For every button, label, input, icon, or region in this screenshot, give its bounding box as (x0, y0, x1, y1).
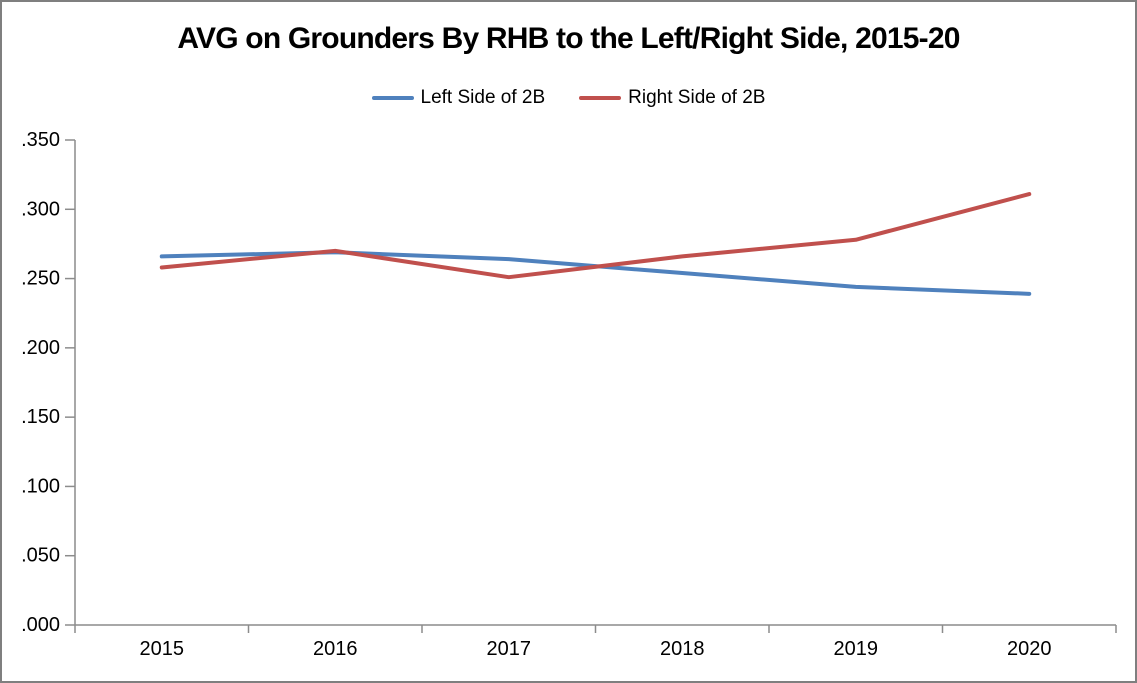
series-line-right-side-of-2b (159, 192, 1032, 280)
x-axis-tick-label: 2019 (834, 638, 879, 660)
legend-label: Right Side of 2B (628, 87, 766, 108)
x-axis-tick-label: 2016 (313, 638, 358, 660)
y-axis-tick-label: .300 (21, 198, 60, 220)
y-axis-tick-label: .350 (21, 129, 60, 151)
chart-title: AVG on Grounders By RHB to the Left/Righ… (177, 22, 960, 55)
x-axis-tick-label: 2017 (487, 638, 532, 660)
y-axis-tick-label: .200 (21, 337, 60, 359)
series-line-left-side-of-2b (159, 250, 1032, 296)
y-axis-tick-label: .250 (21, 268, 60, 290)
y-axis-tick-label: .050 (21, 545, 60, 567)
y-axis-tick-label: .100 (21, 475, 60, 497)
legend-line-swatch-icon (371, 96, 414, 100)
x-axis-tick-label: 2020 (1007, 638, 1052, 660)
y-axis-tick-label: .000 (21, 614, 60, 636)
legend-item-right-side-of-2b: Right Side of 2B (579, 87, 765, 109)
legend-item-left-side-of-2b: Left Side of 2B (371, 87, 546, 109)
y-axis-tick-label: .150 (21, 406, 60, 428)
legend-label: Left Side of 2B (420, 87, 546, 108)
legend-line-swatch-icon (579, 96, 622, 100)
x-axis-tick-label: 2015 (140, 638, 185, 660)
x-axis-tick-label: 2018 (660, 638, 705, 660)
chart-legend: Left Side of 2B Right Side of 2B (2, 87, 1135, 109)
